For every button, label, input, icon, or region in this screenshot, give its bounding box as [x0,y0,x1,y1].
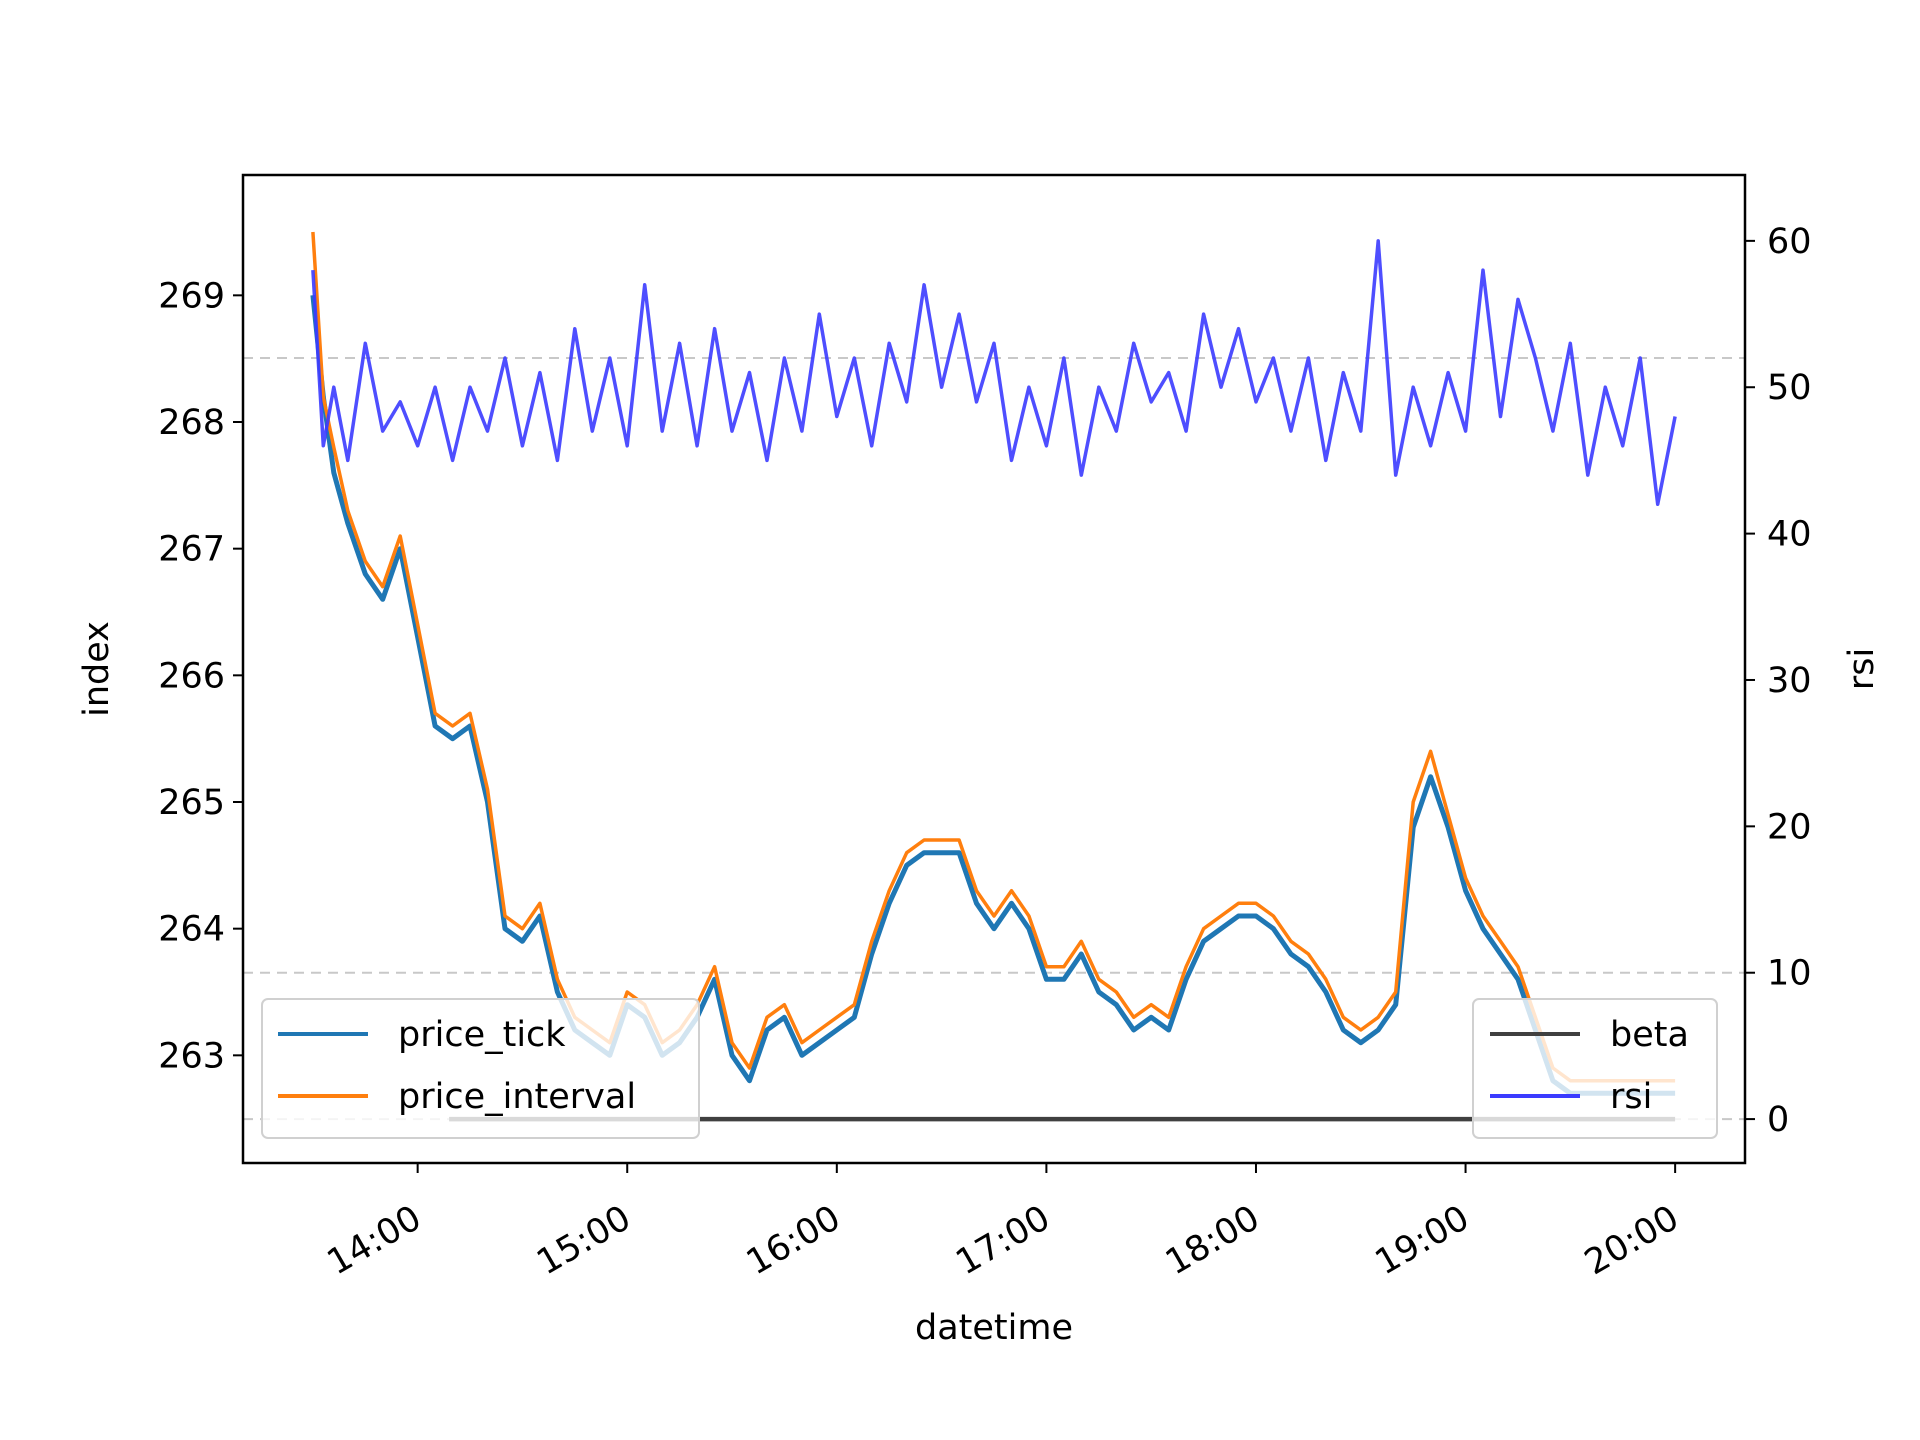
y-axis-left-label: index [77,621,117,717]
series-price-tick [310,295,1676,1096]
plot-frame [241,173,1747,1165]
y-left-tick-label: 269 [158,276,225,316]
legend-left-frame [261,998,700,1139]
y-right-tick-label: 0 [1767,1100,1789,1140]
y-axis-right: 0 10 20 30 40 50 60 [1745,222,1812,1140]
legend-rsi-label: rsi [1610,1077,1652,1117]
y-axis-right-label: rsi [1842,648,1882,690]
y-right-tick-label: 20 [1767,807,1812,847]
y-left-tick-label: 263 [158,1036,225,1076]
y-left-tick-label: 266 [158,656,225,696]
legend-price-tick-label: price_tick [398,1015,566,1055]
y-right-tick-label: 30 [1767,661,1812,701]
legend-beta-label: beta [1610,1015,1689,1055]
y-left-tick-label: 265 [158,783,225,823]
y-right-tick-label: 40 [1767,515,1812,555]
y-left-tick-label: 268 [158,403,225,443]
y-left-tick-label: 264 [158,910,225,950]
y-axis-left: 263 264 265 266 267 268 269 [158,276,243,1076]
y-right-tick-label: 60 [1767,222,1812,262]
series-rsi [311,239,1677,507]
y-right-tick-label: 10 [1767,954,1812,994]
series-price-interval [311,231,1676,1083]
x-axis-label: datetime [915,1308,1073,1348]
y-left-tick-label: 267 [158,530,225,570]
legend-left: price_tick price_interval [261,998,700,1139]
y-right-tick-label: 50 [1767,368,1812,408]
legend-price-interval-label: price_interval [398,1077,636,1117]
legend-right: beta rsi [1472,998,1718,1139]
